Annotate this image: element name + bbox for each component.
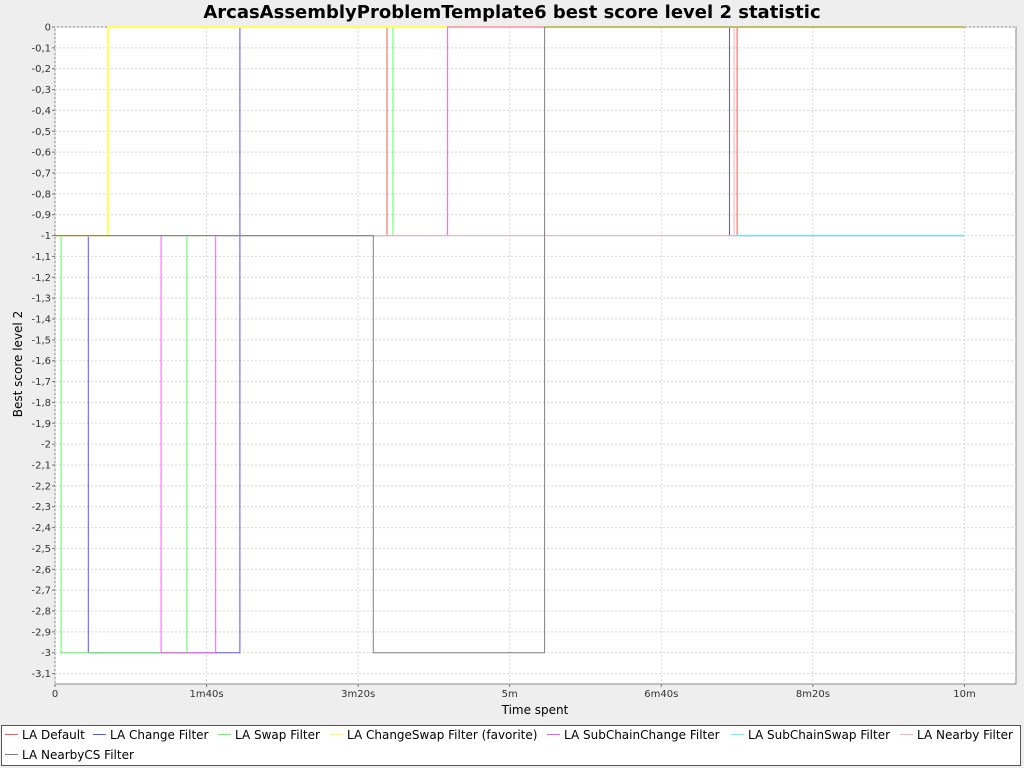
legend-label: LA Swap Filter (235, 728, 320, 742)
x-tick-label: 3m20s (341, 689, 375, 700)
y-tick-label: -2,4 (31, 523, 51, 534)
x-tick-label: 5m (502, 689, 518, 700)
series-line-5 (55, 26, 965, 654)
y-tick-label: -3,1 (31, 669, 51, 680)
x-tick-label: 10m (953, 689, 975, 700)
legend-swatch (93, 734, 106, 735)
legend-swatch (330, 734, 343, 735)
y-tick-label: -1,2 (31, 273, 51, 284)
legend-swatch (900, 734, 913, 735)
legend: LA Default LA Change Filter LA Swap Filter… (1, 725, 1021, 766)
x-tick-label: 1m40s (190, 689, 224, 700)
series-line-3 (55, 26, 965, 654)
y-tick-label: -1,8 (31, 398, 51, 409)
y-tick-label: -0,6 (31, 148, 51, 159)
x-tick-label: 6m40s (644, 689, 678, 700)
legend-swatch (731, 734, 744, 735)
chart: ArcasAssemblyProblemTemplate6 best score… (11, 2, 1017, 717)
y-tick-label: -1,3 (31, 294, 51, 305)
y-tick-label: -2,7 (31, 586, 51, 597)
y-tick-label: -0,9 (31, 210, 51, 221)
y-tick-label: -0,4 (31, 106, 51, 117)
legend-label: LA Nearby Filter (917, 728, 1013, 742)
y-tick-label: -1,4 (31, 315, 51, 326)
legend-item: LA Nearby Filter (900, 728, 1013, 742)
y-tick-label: -1,7 (31, 377, 51, 388)
legend-label: LA ChangeSwap Filter (favorite) (347, 728, 538, 742)
y-tick-label: -2,9 (31, 627, 51, 638)
legend-item: LA Change Filter (93, 728, 208, 742)
axes: 0 -0,1 -0,2 -0,3 -0,4 -0,5 -0,6 -0,7 -0,8 -0,9 -1 -… (31, 23, 975, 701)
y-tick-label: -0,3 (31, 85, 51, 96)
legend-label: LA Change Filter (110, 728, 209, 742)
legend-item: LA NearbyCS Filter (5, 748, 134, 762)
series-group (55, 26, 965, 654)
plot-area (54, 26, 1017, 685)
y-tick-label: -1 (41, 231, 51, 242)
y-tick-label: -1,6 (31, 356, 51, 367)
y-tick-label: -1,5 (31, 335, 51, 346)
legend-item: LA SubChainChange Filter (547, 728, 720, 742)
x-tick-label: 8m20s (796, 689, 830, 700)
legend-swatch (5, 754, 18, 755)
legend-label: LA SubChainChange Filter (564, 728, 720, 742)
y-tick-label: -2 (41, 440, 51, 451)
x-tick-label: 0 (52, 689, 58, 700)
grid (54, 26, 1016, 684)
y-tick-label: -0,8 (31, 189, 51, 200)
y-tick-label: 0 (45, 23, 51, 34)
y-tick-label: -2,3 (31, 502, 51, 513)
series-line-2 (55, 26, 965, 654)
x-axis-label: Time spent (501, 703, 569, 717)
y-tick-label: -0,5 (31, 127, 51, 138)
series-line-8 (55, 26, 965, 654)
legend-label: LA SubChainSwap Filter (748, 728, 891, 742)
y-tick-label: -1,9 (31, 419, 51, 430)
y-tick-label: -0,7 (31, 169, 51, 180)
y-tick-label: -0,1 (31, 43, 51, 54)
y-tick-label: -2,6 (31, 565, 51, 576)
legend-swatch (547, 734, 560, 735)
legend-swatch (218, 734, 231, 735)
legend-label: LA NearbyCS Filter (22, 748, 134, 762)
y-tick-label: -2,1 (31, 461, 51, 472)
legend-item: LA Swap Filter (218, 728, 320, 742)
y-tick-label: -3 (41, 648, 51, 659)
y-tick-label: -2,8 (31, 607, 51, 618)
y-axis-label: Best score level 2 (11, 311, 25, 417)
chart-title: ArcasAssemblyProblemTemplate6 best score… (203, 2, 820, 23)
legend-swatch (5, 734, 18, 735)
y-tick-label: -0,2 (31, 64, 51, 75)
legend-label: LA Default (22, 728, 85, 742)
legend-item: LA ChangeSwap Filter (favorite) (330, 728, 537, 742)
legend-item: LA SubChainSwap Filter (731, 728, 890, 742)
y-tick-label: -2,5 (31, 544, 51, 555)
y-tick-label: -2,2 (31, 481, 51, 492)
y-tick-label: -1,1 (31, 252, 51, 263)
legend-item: LA Default (5, 728, 85, 742)
